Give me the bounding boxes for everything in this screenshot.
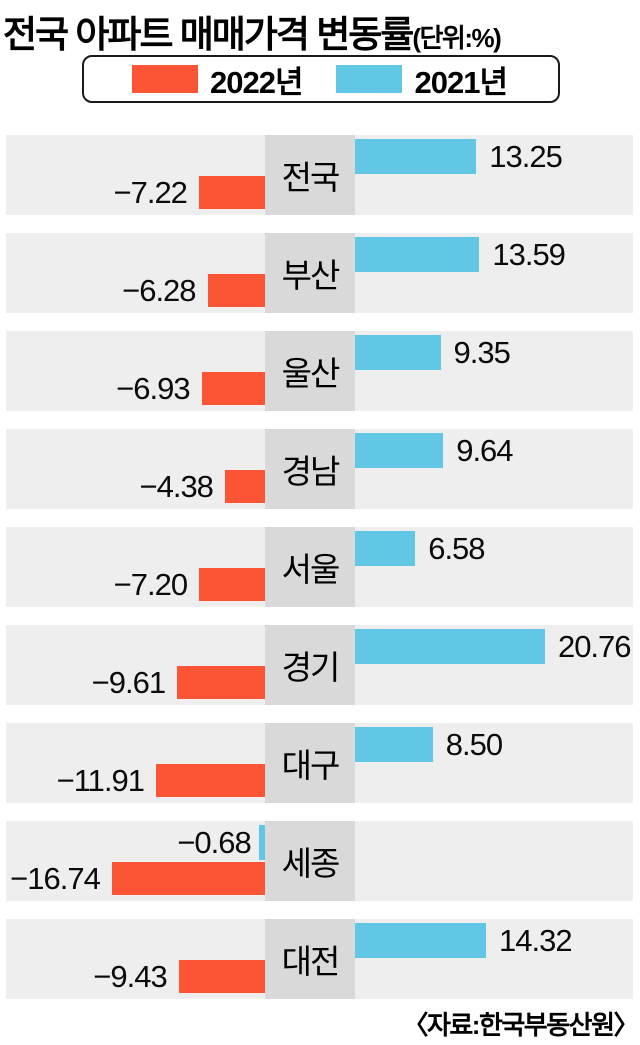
region-label: 전국 xyxy=(265,135,355,215)
bar-2021 xyxy=(355,531,416,566)
value-label-2022: −7.20 xyxy=(113,566,188,602)
region-label: 서울 xyxy=(265,527,355,607)
region-label: 세종 xyxy=(265,821,355,901)
bar-2021 xyxy=(355,139,477,174)
chart-row: 6.58 −7.20 서울 xyxy=(6,527,633,607)
value-label-2021: 6.58 xyxy=(428,530,485,566)
chart-row: 13.59 −6.28 부산 xyxy=(6,233,633,313)
bar-2022 xyxy=(178,960,265,993)
bar-2022 xyxy=(201,372,265,405)
bar-2021 xyxy=(355,335,441,370)
bar-2021 xyxy=(355,923,487,958)
value-label-2021: 14.32 xyxy=(499,922,573,958)
value-label-2022: −6.28 xyxy=(122,272,196,308)
bar-2021 xyxy=(355,433,444,468)
value-label-2022: −9.61 xyxy=(91,664,166,700)
bar-2022 xyxy=(198,176,265,209)
bar-2022 xyxy=(207,274,265,307)
legend-label-2021: 2021년 xyxy=(414,64,507,100)
value-label-2021: 8.50 xyxy=(445,726,503,762)
legend-swatch-2022 xyxy=(132,65,198,93)
value-label-2022: −4.38 xyxy=(139,468,213,504)
value-label-2021: 13.25 xyxy=(489,138,563,174)
bar-2021 xyxy=(355,237,480,272)
region-label: 울산 xyxy=(265,331,355,411)
chart-row: −0.68 −16.74 세종 xyxy=(6,821,633,901)
chart-row: 14.32 −9.43 대전 xyxy=(6,919,633,999)
bar-2022 xyxy=(111,862,265,895)
value-label-2021: 9.64 xyxy=(456,432,513,468)
value-label-2022: −7.22 xyxy=(113,174,187,210)
chart-rows: 13.25 −7.22 전국 13.59 −6.28 부산 9.35 −6.93… xyxy=(6,135,633,1017)
chart-row: 8.50 −11.91 대구 xyxy=(6,723,633,803)
value-label-2022: −16.74 xyxy=(10,860,101,896)
chart-row: 9.64 −4.38 경남 xyxy=(6,429,633,509)
page-title-text: 전국 아파트 매매가격 변동률 xyxy=(3,14,414,55)
legend: 2022년 2021년 xyxy=(82,55,560,103)
legend-swatch-2021 xyxy=(336,65,403,93)
value-label-2022: −9.43 xyxy=(93,958,167,994)
value-label-2021: 20.76 xyxy=(557,628,632,664)
value-label-2022: −11.91 xyxy=(56,762,145,798)
region-label: 부산 xyxy=(265,233,355,313)
legend-label-2022: 2022년 xyxy=(210,64,303,100)
bar-2022 xyxy=(224,470,265,503)
value-label-2021: 9.35 xyxy=(453,334,511,370)
bar-2021 xyxy=(258,825,265,860)
page-title-unit: (단위:%) xyxy=(412,23,501,53)
region-label: 경남 xyxy=(265,429,355,509)
bar-2021 xyxy=(355,629,545,664)
value-label-2021: 13.59 xyxy=(492,236,566,272)
chart-row: 20.76 −9.61 경기 xyxy=(6,625,633,705)
bar-2022 xyxy=(156,764,265,797)
page-title: 전국 아파트 매매가격 변동률(단위:%) xyxy=(3,4,502,58)
bar-2021 xyxy=(355,727,433,762)
value-label-2022: −6.93 xyxy=(116,370,190,406)
value-label-2021: −0.68 xyxy=(177,824,251,860)
region-label: 경기 xyxy=(265,625,355,705)
chart-row: 9.35 −6.93 울산 xyxy=(6,331,633,411)
chart-row: 13.25 −7.22 전국 xyxy=(6,135,633,215)
region-label: 대구 xyxy=(265,723,355,803)
bar-2022 xyxy=(177,666,265,699)
region-label: 대전 xyxy=(265,919,355,999)
source-credit: 〈자료:한국부동산원〉 xyxy=(402,1010,639,1040)
bar-2022 xyxy=(199,568,265,601)
